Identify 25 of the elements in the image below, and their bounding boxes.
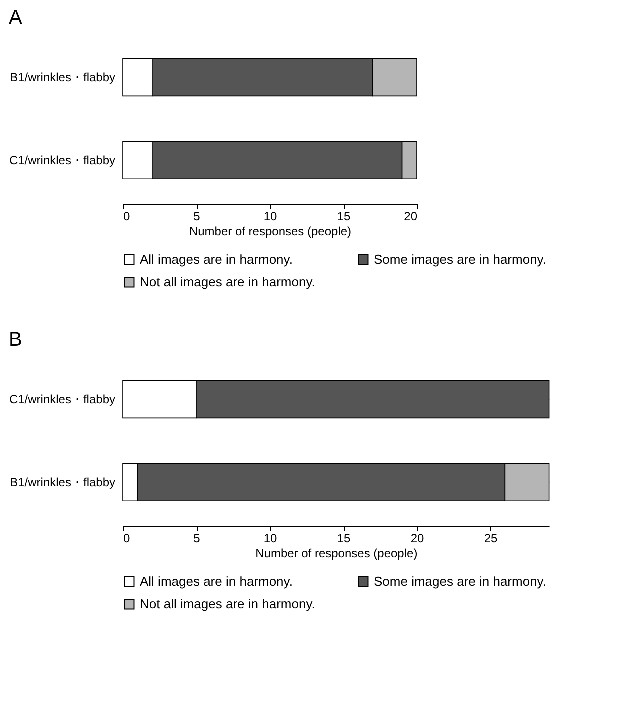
x-tick-label: 0	[124, 532, 130, 546]
y-tick-label: C1/wrinkles・flabby	[9, 392, 116, 407]
legend-label: All images are in harmony.	[140, 574, 293, 589]
legend-label: All images are in harmony.	[140, 252, 293, 267]
x-axis-title: Number of responses (people)	[189, 224, 352, 238]
x-tick-label: 10	[264, 532, 278, 546]
x-tick-label: 5	[194, 532, 201, 546]
x-axis-title: Number of responses (people)	[256, 546, 418, 560]
legend-label: Some images are in harmony.	[374, 252, 546, 267]
y-tick-label: B1/wrinkles・flabby	[10, 475, 116, 490]
y-tick-label: C1/wrinkles・flabby	[9, 153, 116, 168]
chart-title: B	[8, 329, 22, 351]
x-tick-label: 0	[124, 210, 130, 224]
x-tick-label: 25	[484, 532, 498, 546]
x-tick-label: 20	[404, 210, 418, 224]
chart-title: A	[8, 7, 23, 29]
legend-label: Not all images are in harmony.	[140, 274, 316, 290]
x-tick-label: 5	[194, 210, 201, 224]
x-tick-label: 15	[337, 532, 351, 546]
x-tick-label: 15	[337, 210, 351, 224]
x-tick-label: 10	[264, 210, 278, 224]
legend-label: Not all images are in harmony.	[140, 596, 316, 612]
legend-label: Some images are in harmony.	[374, 574, 546, 589]
x-tick-label: 20	[410, 532, 424, 546]
y-tick-label: B1/wrinkles・flabby	[10, 70, 116, 85]
